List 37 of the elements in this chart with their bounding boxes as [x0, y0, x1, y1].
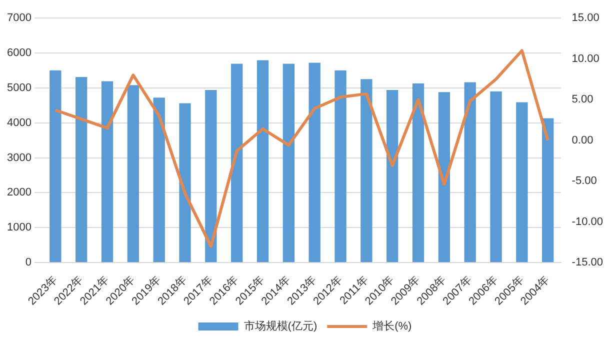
bar	[490, 91, 502, 262]
y-tick-label: 5000	[6, 82, 32, 94]
y-tick-label: 6000	[6, 46, 32, 59]
bar	[360, 79, 372, 262]
bar	[282, 64, 295, 262]
y-tick-label: 4000	[6, 116, 32, 129]
legend-label: 增长(%)	[372, 320, 412, 333]
y2-tick-label: 10.00	[572, 52, 600, 65]
bar	[231, 64, 243, 262]
bar	[50, 70, 62, 262]
bar	[76, 77, 88, 262]
y2-tick-label: -15.00	[572, 256, 604, 269]
y-tick-label: 3000	[6, 152, 32, 164]
bar	[334, 70, 346, 262]
legend-label: 市场规模(亿元)	[244, 320, 318, 333]
bar	[438, 92, 450, 262]
y-tick-label: 7000	[6, 12, 32, 24]
bar	[179, 103, 191, 262]
bar	[516, 102, 528, 262]
bar	[256, 60, 269, 262]
y-tick-label: 0	[25, 256, 32, 269]
bar	[101, 81, 114, 262]
y2-tick-label: -10.00	[572, 216, 604, 228]
y-tick-label: 2000	[6, 186, 32, 199]
y2-tick-label: -5.00	[572, 175, 597, 188]
bar	[386, 90, 398, 262]
bar	[308, 62, 320, 262]
y2-tick-label: 15.00	[572, 12, 600, 24]
bar	[464, 82, 476, 262]
bar	[153, 98, 165, 262]
bar	[412, 83, 424, 262]
bar	[205, 90, 217, 262]
y2-tick-label: 0.00	[572, 134, 594, 146]
bar	[127, 85, 140, 262]
y2-tick-label: 5.00	[572, 94, 594, 106]
bar	[542, 118, 554, 262]
y-tick-label: 1000	[6, 222, 32, 234]
